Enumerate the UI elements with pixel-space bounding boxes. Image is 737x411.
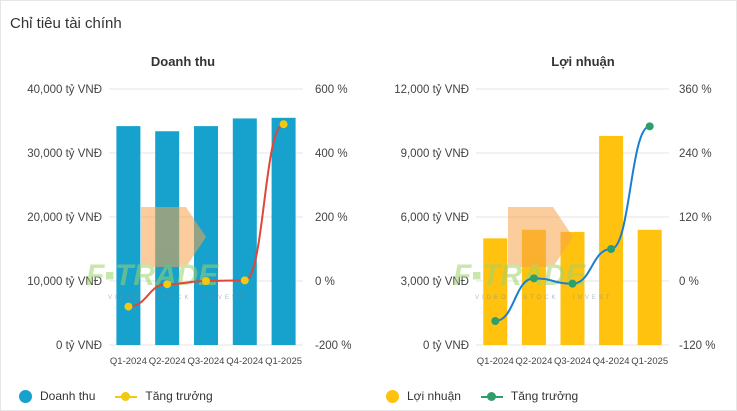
growth-point <box>279 120 288 129</box>
watermark-text: F▪TRADE <box>86 259 219 292</box>
page-heading: Chỉ tiêu tài chính <box>10 15 122 32</box>
watermark-logo: F▪TRADE VIDEO · STOCK · INVEST <box>453 207 613 301</box>
watermark-arrow-icon <box>508 207 573 267</box>
category-label: Q1-2024 <box>110 356 147 367</box>
legend-label: Tăng trưởng <box>510 389 579 403</box>
category-label: Q2-2024 <box>149 356 186 367</box>
category-label: Q1-2024 <box>477 356 514 367</box>
legend-line-icon <box>480 390 503 403</box>
left-tick-label: 12,000 tỷ VNĐ <box>394 84 469 96</box>
chart-title: Doanh thu <box>151 54 215 69</box>
chart-title: Lợi nhuận <box>551 54 614 69</box>
legend-item-revenue[interactable]: Doanh thu <box>19 389 95 403</box>
right-tick-label: 0 % <box>315 276 335 288</box>
right-tick-label: 200 % <box>315 212 348 224</box>
right-tick-label: -120 % <box>679 340 715 352</box>
bar <box>271 117 296 345</box>
legend-label: Lợi nhuận <box>407 389 461 403</box>
left-tick-label: 6,000 tỷ VNĐ <box>401 212 469 224</box>
bar <box>560 231 585 345</box>
left-tick-label: 3,000 tỷ VNĐ <box>401 276 469 288</box>
growth-point <box>163 280 172 289</box>
revenue-legend: Doanh thu Tăng trưởng <box>19 389 233 403</box>
bar <box>232 118 257 345</box>
watermark-logo: F▪TRADE VIDEO · STOCK · INVEST <box>86 207 246 301</box>
profit-legend: Lợi nhuận Tăng trưởng <box>386 389 598 403</box>
growth-point <box>124 302 133 311</box>
growth-line <box>495 125 651 322</box>
growth-point <box>568 279 577 288</box>
bar <box>116 126 141 346</box>
legend-label: Tăng trưởng <box>145 389 213 403</box>
category-label: Q1-2025 <box>265 356 302 367</box>
bar <box>637 229 662 345</box>
right-tick-label: 600 % <box>315 84 348 96</box>
right-tick-label: 360 % <box>679 84 712 96</box>
legend-item-growth[interactable]: Tăng trưởng <box>480 389 579 403</box>
left-tick-label: 30,000 tỷ VNĐ <box>27 148 102 160</box>
category-label: Q4-2024 <box>226 356 263 367</box>
right-tick-label: 120 % <box>679 212 712 224</box>
left-tick-label: 20,000 tỷ VNĐ <box>27 212 102 224</box>
category-label: Q1-2025 <box>631 356 668 367</box>
category-label: Q3-2024 <box>554 356 591 367</box>
watermark-text: F▪TRADE <box>453 259 586 292</box>
growth-point <box>240 276 249 285</box>
watermark-subtext: VIDEO · STOCK · INVEST <box>108 295 246 301</box>
category-label: Q4-2024 <box>593 356 630 367</box>
legend-label: Doanh thu <box>40 389 96 403</box>
category-label: Q2-2024 <box>515 356 552 367</box>
legend-line-icon <box>115 390 138 403</box>
left-tick-label: 9,000 tỷ VNĐ <box>401 148 469 160</box>
category-label: Q3-2024 <box>188 356 225 367</box>
growth-point <box>491 317 500 325</box>
legend-item-profit[interactable]: Lợi nhuận <box>386 389 461 403</box>
left-tick-label: 10,000 tỷ VNĐ <box>27 276 102 288</box>
left-tick-label: 0 tỷ VNĐ <box>423 340 469 352</box>
growth-point <box>607 245 616 253</box>
profit-chart: Lợi nhuận 12,000 tỷ VNĐ 360 % 9,000 tỷ VNĐ 2… <box>394 54 715 367</box>
legend-dot-icon <box>386 389 399 403</box>
left-tick-label: 40,000 tỷ VNĐ <box>27 84 102 96</box>
growth-point <box>202 277 210 285</box>
growth-line <box>128 123 285 308</box>
revenue-chart: Doanh thu 40,000 tỷ VNĐ 600 % 30,000 tỷ VNĐ… <box>27 54 351 367</box>
right-tick-label: 0 % <box>679 276 699 288</box>
right-tick-label: -200 % <box>315 340 351 352</box>
growth-point <box>529 274 538 283</box>
legend-item-growth[interactable]: Tăng trưởng <box>115 389 213 403</box>
bar <box>483 238 508 345</box>
watermark-arrow-icon <box>141 207 206 267</box>
left-tick-label: 0 tỷ VNĐ <box>56 340 102 352</box>
legend-dot-icon <box>19 389 32 403</box>
growth-point <box>645 122 654 131</box>
right-tick-label: 400 % <box>315 148 348 160</box>
watermark-subtext: VIDEO · STOCK · INVEST <box>475 295 613 301</box>
right-tick-label: 240 % <box>679 148 712 160</box>
